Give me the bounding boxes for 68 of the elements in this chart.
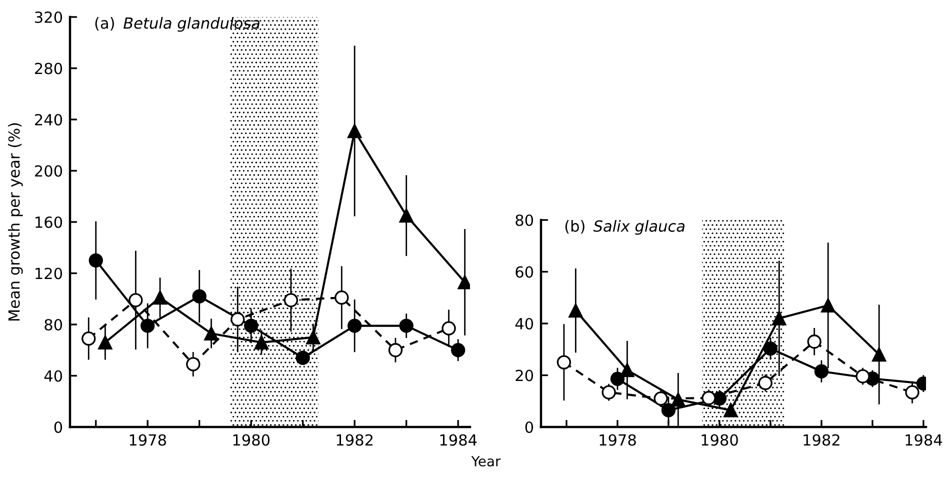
point bbox=[192, 289, 206, 304]
x-tick-label: 1984 bbox=[906, 434, 942, 446]
point bbox=[620, 362, 634, 378]
chart-title: (a) Betula glandulosa bbox=[95, 17, 260, 32]
point bbox=[128, 293, 143, 308]
point bbox=[807, 334, 822, 349]
x-tick-label: 1978 bbox=[130, 434, 166, 446]
point bbox=[82, 332, 96, 346]
point bbox=[821, 298, 836, 312]
y-tick-label: 0 bbox=[54, 421, 62, 434]
point bbox=[702, 390, 716, 406]
x-tick-label: 1984 bbox=[440, 434, 477, 446]
x-tick-label: 1980 bbox=[233, 434, 270, 446]
x-axis-title: Year bbox=[471, 456, 501, 466]
point bbox=[306, 330, 320, 344]
point bbox=[284, 293, 298, 308]
point bbox=[186, 357, 200, 372]
point bbox=[610, 372, 625, 386]
point bbox=[671, 392, 686, 407]
y-tick-label: 0 bbox=[525, 421, 534, 434]
point bbox=[814, 364, 829, 378]
point bbox=[388, 343, 403, 358]
point bbox=[204, 326, 218, 341]
point bbox=[661, 403, 676, 418]
point bbox=[334, 290, 349, 305]
y-axis-title: Mean growth per year (%) bbox=[8, 123, 23, 321]
x-tick-label: 1982 bbox=[804, 434, 840, 446]
point bbox=[556, 355, 572, 370]
point bbox=[758, 376, 772, 390]
point bbox=[856, 369, 870, 384]
point bbox=[399, 208, 414, 223]
y-tick-label: 40 bbox=[44, 370, 62, 382]
y-tick-label: 280 bbox=[35, 62, 62, 74]
y-tick-label: 40 bbox=[515, 318, 534, 330]
point bbox=[244, 318, 258, 333]
point bbox=[98, 335, 112, 350]
y-tick-label: 20 bbox=[516, 370, 534, 382]
point bbox=[568, 303, 583, 318]
point bbox=[399, 318, 414, 333]
x-tick-label: 1978 bbox=[600, 434, 636, 446]
y-tick-label: 60 bbox=[516, 266, 534, 278]
y-tick-label: 240 bbox=[35, 114, 62, 126]
point bbox=[442, 321, 456, 336]
point bbox=[451, 343, 466, 358]
point bbox=[254, 335, 269, 350]
point bbox=[654, 391, 668, 406]
point bbox=[140, 318, 155, 333]
chart-title: (b) Salix glauca bbox=[565, 220, 684, 235]
point bbox=[602, 385, 616, 400]
point bbox=[230, 312, 245, 326]
point bbox=[724, 403, 738, 418]
point bbox=[152, 290, 168, 305]
point bbox=[348, 124, 362, 138]
x-tick-label: 1982 bbox=[336, 434, 373, 446]
point bbox=[763, 342, 778, 356]
x-tick-label: 1980 bbox=[702, 434, 738, 446]
point bbox=[772, 311, 786, 326]
y-tick-label: 160 bbox=[36, 216, 62, 228]
point bbox=[88, 253, 103, 268]
y-tick-label: 80 bbox=[516, 214, 534, 226]
y-tick-label: 80 bbox=[44, 318, 62, 331]
point bbox=[296, 350, 310, 365]
y-tick-label: 120 bbox=[36, 268, 62, 280]
point bbox=[872, 347, 886, 362]
y-tick-label: 200 bbox=[35, 165, 62, 177]
point bbox=[905, 385, 920, 400]
y-tick-label: 320 bbox=[35, 11, 62, 24]
point bbox=[348, 318, 362, 333]
